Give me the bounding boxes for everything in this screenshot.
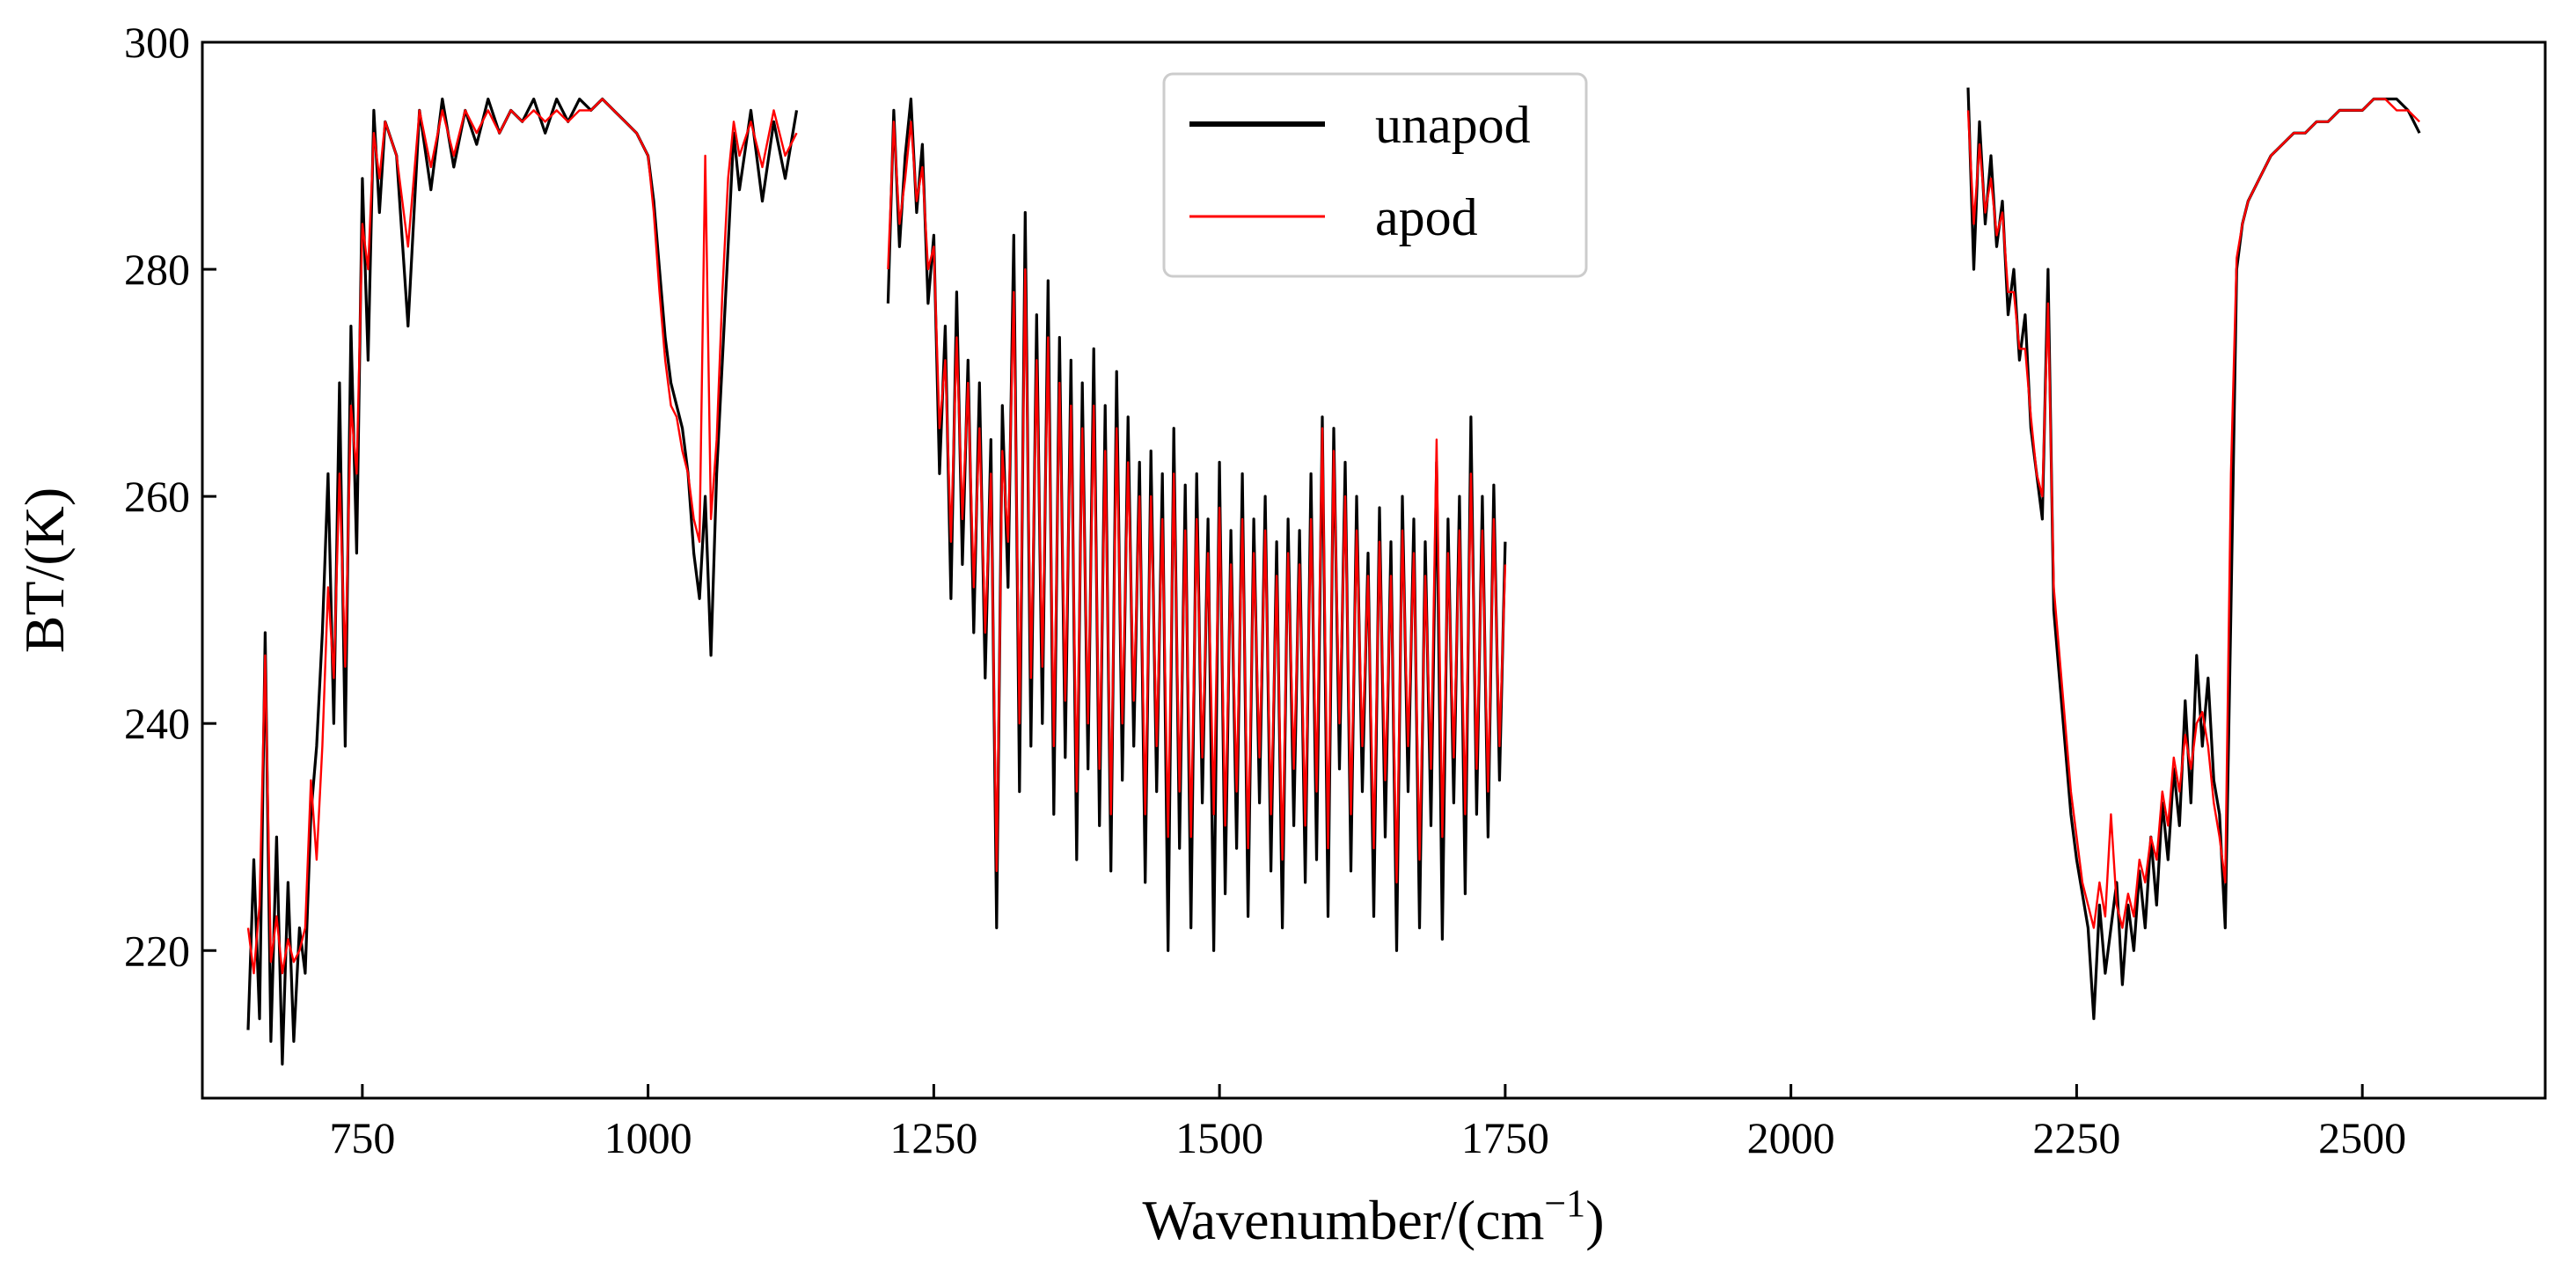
legend: unapod apod [1162,72,1588,278]
plot-frame [201,40,2547,1100]
x-axis-ticks: 750 1000 1250 1500 1750 2000 2250 2500 [329,1084,2406,1162]
x-tick-label-1000: 1000 [604,1113,692,1162]
series-apod-band-3 [1966,98,2420,929]
series-apod-band-2 [887,121,1507,883]
x-tick-label-2000: 2000 [1747,1113,1835,1162]
x-tick-label-2500: 2500 [2318,1113,2406,1162]
series-unapod-band-1 [246,97,799,1066]
x-tick-label-1250: 1250 [889,1113,977,1162]
series-unapod-band-3 [1966,87,2421,1021]
legend-label-apod: apod [1375,188,1478,246]
series-unapod-band-2 [886,97,1507,952]
x-tick-label-750: 750 [329,1113,395,1162]
y-axis-label: BT/(K) [13,487,76,653]
legend-label-unapod: unapod [1375,96,1531,154]
y-tick-label-280: 280 [124,245,190,294]
series-apod-band-1 [246,98,798,975]
y-tick-label-300: 300 [124,18,190,67]
series-apod [246,98,2420,975]
x-axis-label-suffix: ) [1585,1189,1604,1251]
y-axis-ticks: 220 240 260 280 300 [124,18,216,975]
y-tick-label-220: 220 [124,926,190,975]
x-axis-label: Wavenumber/(cm−1) [1142,1182,1604,1251]
x-axis-label-main: Wavenumber/(cm [1142,1189,1544,1251]
y-tick-label-240: 240 [124,699,190,748]
x-tick-label-2250: 2250 [2032,1113,2120,1162]
x-axis-label-exponent: −1 [1544,1182,1585,1225]
y-tick-label-260: 260 [124,472,190,521]
series-layer [246,87,2421,1066]
x-tick-label-1500: 1500 [1175,1113,1263,1162]
x-tick-label-1750: 1750 [1461,1113,1549,1162]
